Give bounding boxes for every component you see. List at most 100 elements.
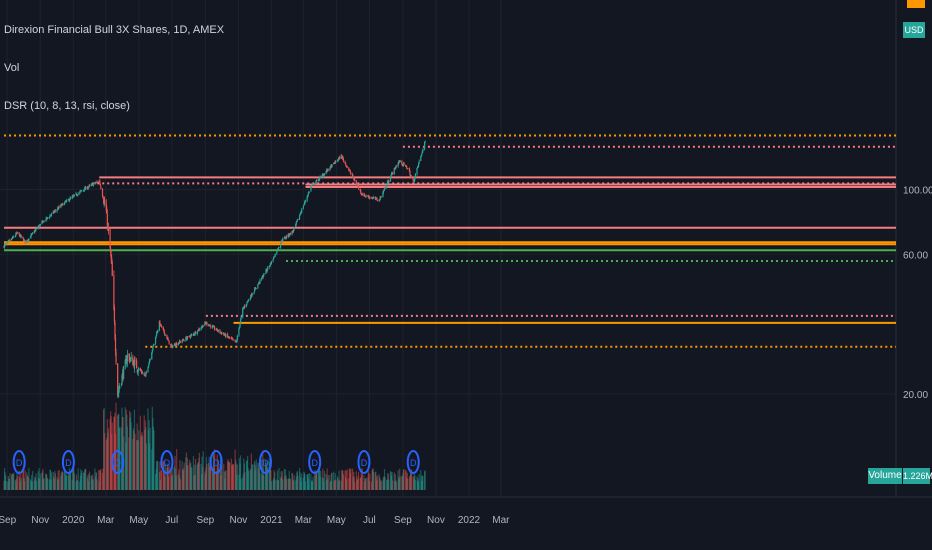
candle-body xyxy=(272,256,275,260)
volume-bar xyxy=(335,479,337,490)
volume-bar xyxy=(198,458,200,490)
time-axis[interactable]: Sep Nov 2020 Mar May Jul Sep Nov 2021 Mar May Jul Se… xyxy=(0,515,510,526)
currency-badge[interactable]: USD xyxy=(903,22,925,38)
volume-bar xyxy=(353,471,355,490)
candle-body xyxy=(45,217,47,221)
dsr-indicator-label[interactable]: DSR (10, 8, 13, rsi, close) xyxy=(4,100,130,112)
candle-body xyxy=(12,236,14,239)
volume-bar xyxy=(338,470,340,490)
volume-bar xyxy=(145,427,147,490)
volume-bar xyxy=(138,430,140,490)
candle-body xyxy=(250,294,252,299)
candle-body xyxy=(87,187,89,189)
volume-bar xyxy=(361,474,363,490)
candle-body xyxy=(361,194,363,196)
volume-bar xyxy=(329,481,332,490)
volume-bar xyxy=(261,459,263,490)
candle-body xyxy=(389,177,392,182)
volume-bar xyxy=(60,476,62,490)
volume-bar xyxy=(95,472,98,490)
candle-body xyxy=(200,327,203,329)
candle-body xyxy=(315,182,317,184)
volume-bar xyxy=(391,472,393,490)
volume-bar xyxy=(42,479,45,490)
candle-body xyxy=(311,185,313,187)
volume-bar xyxy=(372,468,374,490)
volume-bar xyxy=(98,469,100,490)
volume-bar xyxy=(276,479,278,490)
volume-bar xyxy=(22,469,25,490)
candle-body xyxy=(134,360,136,362)
volume-bar xyxy=(84,469,86,490)
candle-body xyxy=(139,368,142,371)
candle-body xyxy=(43,220,45,223)
volume-bar xyxy=(277,480,280,490)
candle-body xyxy=(253,291,255,294)
volume-bar xyxy=(386,479,388,490)
price-axis[interactable]: 20.00 60.00 100.00 xyxy=(903,186,932,401)
candle-body xyxy=(266,270,268,272)
candle-body xyxy=(418,161,420,164)
candle-body xyxy=(167,338,169,340)
volume-bar xyxy=(120,427,123,490)
volume-bar xyxy=(399,476,401,490)
volume-bar xyxy=(414,479,416,490)
candle-body xyxy=(27,240,29,242)
volume-bar xyxy=(174,455,176,490)
candle-body xyxy=(189,337,191,338)
volume-bar xyxy=(397,470,399,490)
candle-body xyxy=(424,141,426,143)
candle-body xyxy=(107,226,110,231)
candle-body xyxy=(293,227,295,229)
volume-bar xyxy=(38,477,40,490)
candle-body xyxy=(111,262,113,277)
volume-bar xyxy=(323,481,325,490)
candle-body xyxy=(267,267,269,271)
volume-bar xyxy=(48,479,51,490)
volume-bar xyxy=(186,465,188,490)
candle-body xyxy=(18,232,20,235)
time-tick-label: 2022 xyxy=(458,515,481,526)
candle-body xyxy=(58,206,60,208)
candle-body xyxy=(402,164,404,166)
volume-bar xyxy=(26,472,28,490)
candle-body xyxy=(115,352,117,363)
volume-bar xyxy=(128,437,130,490)
volume-bar xyxy=(423,471,426,490)
volume-bar xyxy=(393,472,395,490)
volume-bar xyxy=(194,474,196,490)
volume-bar xyxy=(409,475,411,490)
candle-body xyxy=(281,240,283,242)
candle-body xyxy=(87,186,90,189)
candle-body xyxy=(15,233,18,235)
volume-bar xyxy=(295,480,297,490)
candle-body xyxy=(113,307,116,322)
candle-body xyxy=(7,241,9,244)
candle-body xyxy=(79,191,81,194)
candle-body xyxy=(392,172,394,174)
candle-body xyxy=(348,167,350,171)
dividend-icon-letter: D xyxy=(311,458,318,468)
candle-body xyxy=(107,225,109,227)
dividend-icon xyxy=(357,450,371,474)
volume-bar xyxy=(94,468,96,490)
volume-bar xyxy=(398,478,400,490)
volume-bar xyxy=(57,470,59,490)
volume-bar xyxy=(196,464,198,490)
candle-body xyxy=(409,171,411,176)
candle-body xyxy=(149,359,151,361)
candle-body xyxy=(289,232,291,235)
symbol-title[interactable]: Direxion Financial Bull 3X Shares, 1D, A… xyxy=(4,24,225,36)
candle-body xyxy=(310,186,313,188)
candle-body xyxy=(247,300,249,302)
candle-body xyxy=(151,352,153,360)
volume-bar xyxy=(192,456,195,490)
candle-body xyxy=(335,160,337,162)
candle-body xyxy=(90,184,92,186)
volume-bar xyxy=(49,469,52,490)
volume-bar xyxy=(270,470,272,490)
candle-body xyxy=(85,186,87,190)
volume-indicator-label[interactable]: Vol xyxy=(4,62,20,74)
volume-bar xyxy=(263,475,265,490)
